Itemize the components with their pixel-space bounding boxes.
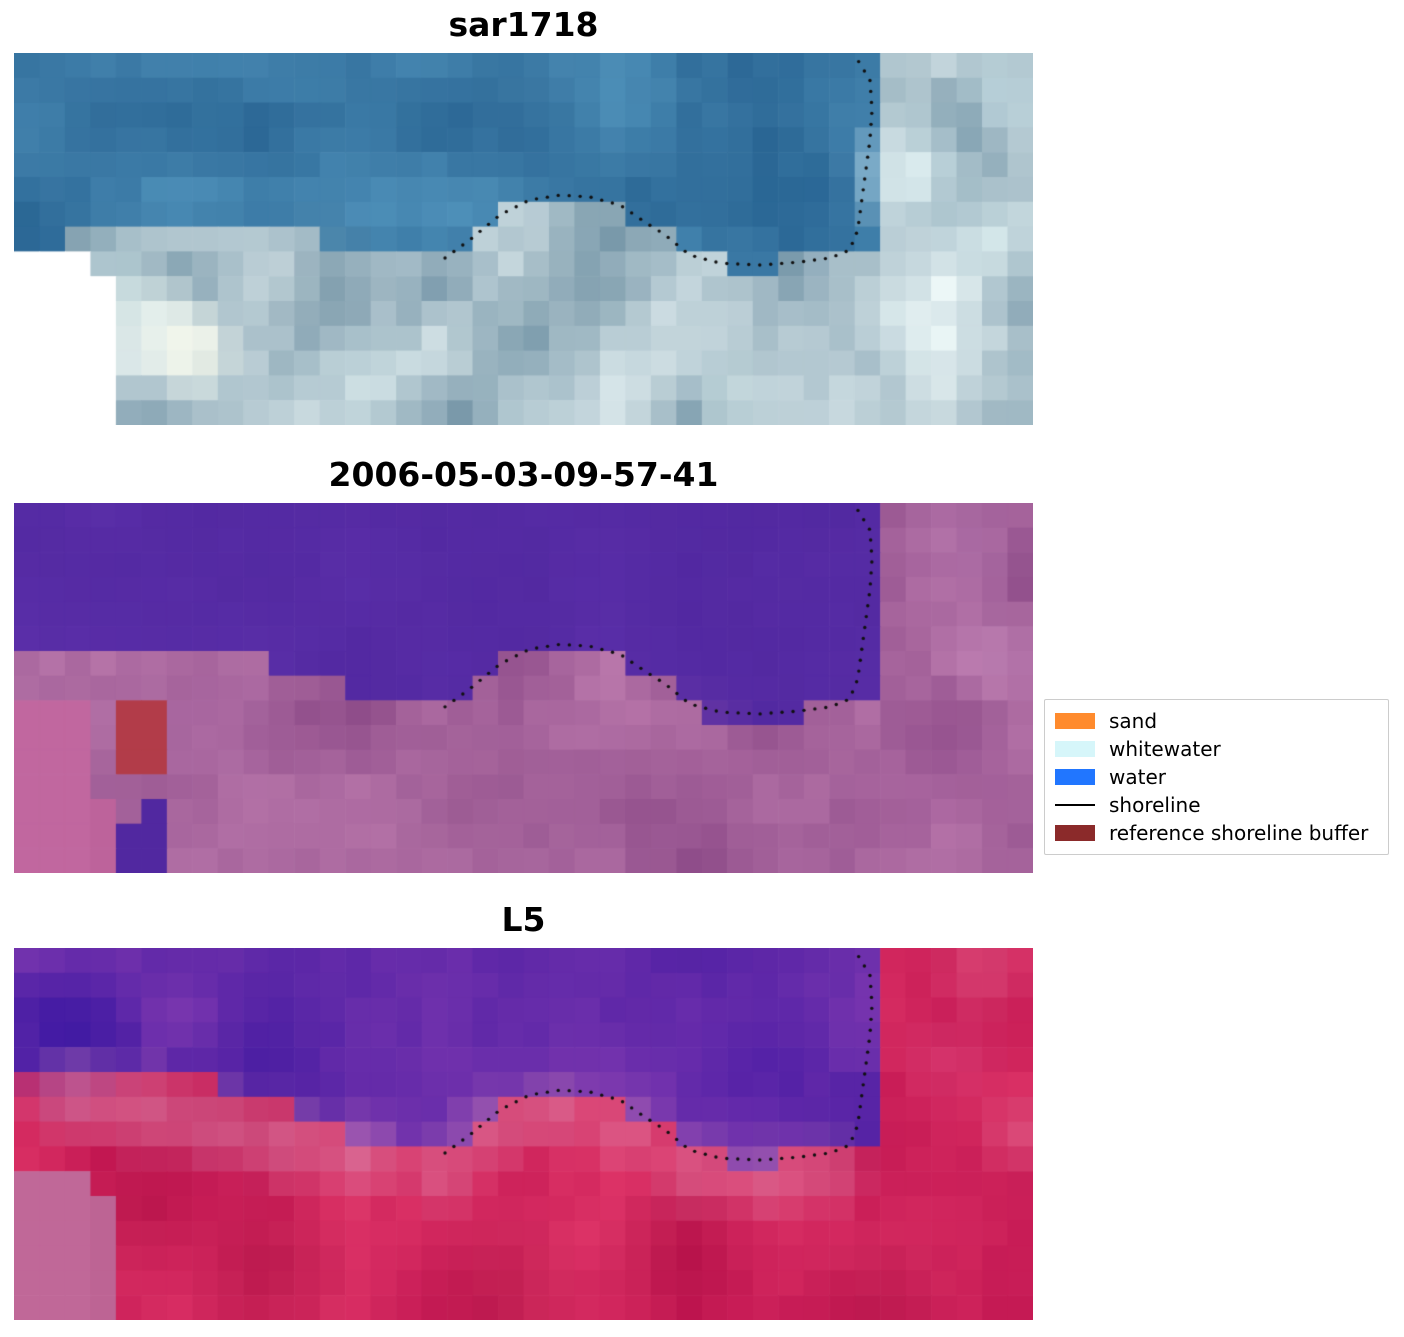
panel-title-2006-05-03-09-57-41: 2006-05-03-09-57-41 [328,455,719,494]
legend-item-sand: sand [1055,707,1378,735]
l5-image-panel [14,948,1033,1320]
legend-label-shoreline: shoreline [1109,793,1201,817]
legend-label-whitewater: whitewater [1109,737,1221,761]
whitewater-swatch [1055,741,1095,757]
legend-label-sand: sand [1109,709,1158,733]
legend-item-shoreline: shoreline [1055,791,1378,819]
reference-shoreline-buffer-swatch [1055,825,1095,841]
legend-label-reference-shoreline-buffer: reference shoreline buffer [1109,821,1369,845]
panel-title-sar1718: sar1718 [448,5,599,44]
panel-title-l5: L5 [501,900,546,939]
legend-item-reference-shoreline-buffer: reference shoreline buffer [1055,819,1378,847]
sar-image-panel [14,53,1033,425]
classified-image-panel [14,503,1033,873]
legend: sand whitewater water shoreline referenc… [1044,699,1389,855]
legend-item-whitewater: whitewater [1055,735,1378,763]
legend-item-water: water [1055,763,1378,791]
sand-swatch [1055,713,1095,729]
water-swatch [1055,769,1095,785]
shoreline-line-swatch [1055,804,1095,806]
legend-label-water: water [1109,765,1166,789]
